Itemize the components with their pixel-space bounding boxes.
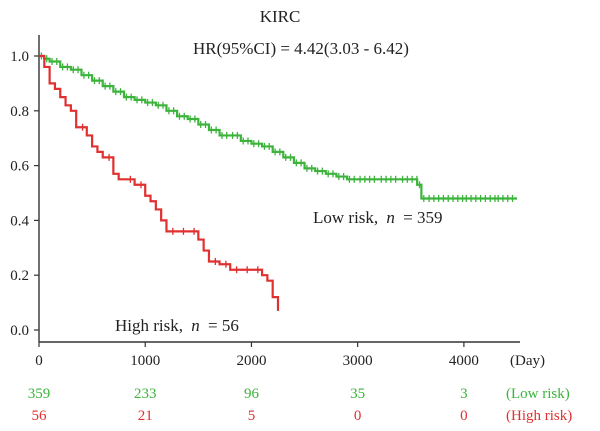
risk-table-high-row: 56 21 5 0 0 [32,408,468,424]
y-axis-ticks: 0.0 0.2 0.4 0.6 0.8 1.0 [10,49,39,339]
risk-table-low-count: 233 [134,386,157,402]
low-risk-n-value: = 359 [403,208,442,227]
low-risk-curve [39,54,517,200]
high-risk-curve [39,54,280,311]
x-tick-label: 0 [35,353,43,369]
x-tick-label: 2000 [236,353,266,369]
y-tick-label: 0.2 [10,268,29,284]
high-risk-n-symbol: n [191,316,200,335]
x-axis-unit-label: (Day) [510,353,545,369]
low-risk-curve-label: Low risk, n = 359 [313,208,443,227]
y-tick-label: 0.0 [10,323,29,339]
x-tick-label: 1000 [130,353,160,369]
risk-table-low-count: 96 [244,386,260,402]
risk-table-high-label: (High risk) [506,408,572,424]
low-risk-n-symbol: n [386,208,395,227]
y-tick-label: 0.8 [10,104,29,120]
risk-table-low-count: 359 [28,386,51,402]
risk-table-high-count: 0 [460,408,468,424]
risk-table-high-count: 56 [32,408,48,424]
x-tick-label: 3000 [343,353,373,369]
risk-table-high-count: 0 [354,408,362,424]
chart-title: KIRC [260,7,301,26]
survival-curves [39,52,517,311]
risk-table-low-count: 35 [350,386,365,402]
low-risk-label-prefix: Low risk, [313,208,378,227]
risk-table-low-row: 359 233 96 35 3 [28,386,468,402]
x-tick-label: 4000 [449,353,479,369]
risk-table-low-label: (Low risk) [506,386,570,402]
risk-table-high-count: 21 [138,408,153,424]
y-tick-label: 0.6 [10,159,29,175]
risk-table-low-count: 3 [460,386,468,402]
high-risk-n-value: = 56 [208,316,239,335]
x-axis-ticks: 0 1000 2000 3000 4000 [35,342,479,369]
high-risk-label-prefix: High risk, [115,316,183,335]
risk-table-high-count: 5 [248,408,256,424]
hazard-ratio-annotation: HR(95%CI) = 4.42(3.03 - 6.42) [193,39,409,58]
plot-frame [38,35,520,343]
high-risk-curve-label: High risk, n = 56 [115,316,239,335]
y-tick-label: 0.4 [10,213,29,229]
y-tick-label: 1.0 [10,49,29,65]
